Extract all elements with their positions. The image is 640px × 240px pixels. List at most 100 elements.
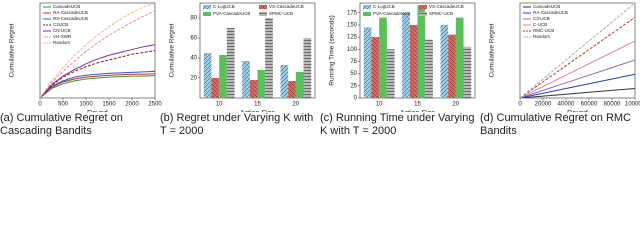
legend-label: VH-SWR bbox=[53, 34, 72, 39]
legend-label: C-LogUCB bbox=[213, 4, 235, 9]
x-tick-label: 0 bbox=[518, 102, 522, 108]
y-axis-label: Running Time (seconds) bbox=[329, 15, 336, 85]
series-line bbox=[520, 88, 635, 98]
legend-hatch bbox=[259, 12, 267, 16]
y-tick-label: 50 bbox=[350, 71, 357, 77]
legend-label: PVA-CascadeUCB bbox=[373, 11, 410, 16]
x-tick-label: 20000 bbox=[535, 102, 552, 108]
y-tick-label: 175 bbox=[347, 10, 358, 16]
series-line bbox=[520, 59, 635, 98]
legend-swatch bbox=[203, 12, 211, 16]
x-tick-label: 15 bbox=[254, 102, 261, 108]
bar-hatch bbox=[265, 18, 273, 98]
series-line bbox=[40, 73, 155, 98]
legend-label: CN-UCB bbox=[53, 28, 71, 33]
bar-hatch bbox=[440, 24, 449, 98]
caption: (c) Running Time under Varying K with T … bbox=[320, 112, 475, 137]
bar-hatch bbox=[203, 53, 212, 98]
legend-hatch bbox=[419, 12, 427, 16]
x-tick-label: 10 bbox=[376, 102, 383, 108]
plot-area bbox=[203, 18, 312, 98]
legend-label: RS-CascadeUCB bbox=[53, 16, 88, 21]
legend-label: CascadeUCB bbox=[53, 4, 80, 9]
y-tick-label: 20 bbox=[190, 76, 197, 82]
legend-hatch bbox=[363, 5, 371, 9]
y-tick-label: 60 bbox=[190, 36, 197, 42]
bar bbox=[417, 5, 426, 98]
legend-swatch bbox=[363, 12, 371, 16]
bar bbox=[219, 55, 227, 98]
legend-label: C3-UCB bbox=[533, 16, 550, 21]
caption: (a) Cumulative Regret on Cascading Bandi… bbox=[0, 112, 123, 137]
legend-label: Random bbox=[533, 34, 550, 39]
x-tick-label: 60000 bbox=[581, 102, 598, 108]
x-tick-label: 100000 bbox=[625, 102, 640, 108]
y-tick-label: 25 bbox=[350, 83, 357, 89]
legend-label: PVA-CascadeUCB bbox=[213, 11, 250, 16]
legend-label: C-LogUCB bbox=[373, 4, 395, 9]
x-tick-label: 40000 bbox=[558, 102, 575, 108]
legend-hatch bbox=[259, 5, 267, 9]
legend-label: C-UCB bbox=[533, 22, 547, 27]
x-tick-label: 2000 bbox=[125, 102, 139, 108]
bar-hatch bbox=[249, 80, 258, 98]
legend-label: VS-CascadeUCB bbox=[429, 4, 464, 9]
x-tick-label: 80000 bbox=[604, 102, 621, 108]
bar-hatch bbox=[280, 65, 289, 98]
bar-hatch bbox=[402, 12, 410, 98]
legend-label: SPMC-UCB bbox=[269, 11, 293, 16]
plot-frame bbox=[519, 2, 636, 99]
x-tick-label: 15 bbox=[414, 102, 421, 108]
bar-hatch bbox=[386, 49, 395, 98]
charts: RoundCumulative Regret050010001500200025… bbox=[9, 2, 640, 117]
y-tick-label: 40 bbox=[190, 56, 197, 62]
legend-label: RA-CascadeUCB bbox=[533, 10, 568, 15]
legend-hatch bbox=[419, 5, 427, 9]
legend-label: SPMC-UCB bbox=[429, 11, 453, 16]
y-tick-label: 125 bbox=[347, 35, 358, 41]
series-line bbox=[520, 73, 635, 98]
legend-label: VS-CascadeUCB bbox=[269, 4, 304, 9]
figure: RoundCumulative Regret050010001500200025… bbox=[0, 2, 640, 137]
legend-label: RMC-UCB bbox=[533, 28, 554, 33]
bar-hatch bbox=[371, 37, 380, 98]
bar-hatch bbox=[226, 28, 235, 98]
x-tick-label: 500 bbox=[58, 102, 69, 108]
bar-hatch bbox=[363, 27, 372, 98]
series-line bbox=[40, 70, 155, 98]
bar-hatch bbox=[425, 39, 433, 98]
x-tick-label: 20 bbox=[452, 102, 459, 108]
series-line bbox=[40, 50, 155, 98]
series-line bbox=[40, 75, 155, 98]
bar bbox=[379, 17, 387, 98]
bar bbox=[295, 72, 304, 98]
plot-area bbox=[520, 3, 635, 98]
bar-hatch bbox=[448, 34, 456, 98]
legend-label: Random bbox=[53, 40, 70, 45]
x-tick-label: 1500 bbox=[102, 102, 116, 108]
series-line bbox=[40, 3, 155, 98]
x-tick-label: 10 bbox=[216, 102, 223, 108]
legend-hatch bbox=[203, 5, 211, 9]
plot-area bbox=[363, 5, 472, 98]
x-tick-label: 0 bbox=[38, 102, 42, 108]
bar bbox=[455, 17, 464, 98]
y-tick-label: 100 bbox=[347, 47, 358, 53]
y-tick-label: 80 bbox=[190, 16, 197, 22]
caption: (d) Cumulative Regret on RMC Bandits bbox=[480, 112, 631, 137]
y-tick-label: 0 bbox=[354, 96, 358, 102]
y-tick-label: 150 bbox=[347, 23, 358, 29]
series-line bbox=[40, 10, 155, 98]
bar-hatch bbox=[211, 78, 220, 98]
x-tick-label: 1000 bbox=[79, 102, 93, 108]
legend-label: CascadeUCB bbox=[533, 4, 560, 9]
bar-hatch bbox=[288, 81, 296, 98]
series-line bbox=[520, 3, 635, 98]
bar-hatch bbox=[303, 38, 312, 98]
series-line bbox=[40, 44, 155, 98]
legend-label: C3UCB bbox=[53, 22, 68, 27]
y-axis-label: Cumulative Regret bbox=[489, 23, 496, 77]
bar-hatch bbox=[242, 61, 250, 98]
bar-hatch bbox=[463, 46, 472, 98]
y-axis-label: Cumulative Regret bbox=[169, 23, 176, 77]
